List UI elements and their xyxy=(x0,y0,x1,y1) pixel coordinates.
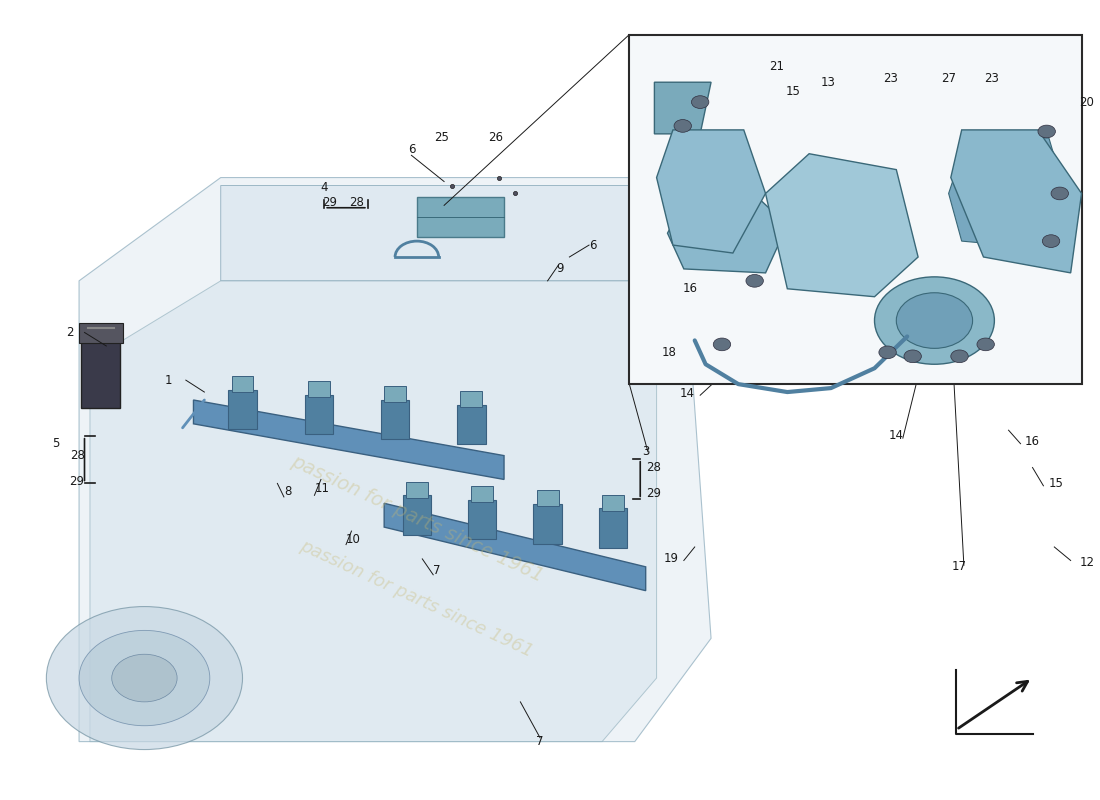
Circle shape xyxy=(79,630,210,726)
Text: 14: 14 xyxy=(889,430,904,442)
Circle shape xyxy=(713,338,730,350)
Bar xyxy=(471,486,493,502)
Text: 29: 29 xyxy=(69,474,85,487)
Text: 24: 24 xyxy=(660,107,675,121)
Text: passion for parts since 1961: passion for parts since 1961 xyxy=(288,452,546,586)
Text: 19: 19 xyxy=(663,552,679,566)
Text: 24: 24 xyxy=(1057,226,1072,240)
Circle shape xyxy=(879,346,896,358)
Circle shape xyxy=(1050,187,1068,200)
Text: 7: 7 xyxy=(433,564,441,578)
Text: 11: 11 xyxy=(315,482,329,495)
Text: 26: 26 xyxy=(487,131,503,144)
Circle shape xyxy=(977,338,994,350)
Text: 28: 28 xyxy=(69,449,85,462)
Circle shape xyxy=(746,274,763,287)
Text: 8: 8 xyxy=(284,485,292,498)
Text: 14: 14 xyxy=(680,387,695,400)
Polygon shape xyxy=(79,178,711,742)
Circle shape xyxy=(904,350,922,362)
Polygon shape xyxy=(381,400,409,439)
Text: 29: 29 xyxy=(646,487,661,500)
Circle shape xyxy=(674,119,692,132)
Text: 3: 3 xyxy=(642,445,650,458)
Circle shape xyxy=(950,350,968,362)
Text: 1: 1 xyxy=(164,374,172,386)
Text: 15: 15 xyxy=(1049,477,1064,490)
Bar xyxy=(406,482,428,498)
Text: 18: 18 xyxy=(661,346,676,359)
Text: 4: 4 xyxy=(320,181,328,194)
Circle shape xyxy=(46,606,242,750)
Text: 27: 27 xyxy=(942,72,956,85)
Circle shape xyxy=(1038,125,1055,138)
Bar xyxy=(537,490,559,506)
Text: 22: 22 xyxy=(694,207,708,220)
Circle shape xyxy=(692,96,708,109)
Text: 17: 17 xyxy=(952,560,967,574)
Polygon shape xyxy=(598,508,627,548)
Text: 29: 29 xyxy=(322,197,338,210)
Text: 28: 28 xyxy=(350,197,364,210)
Text: 21: 21 xyxy=(769,60,784,73)
Bar xyxy=(602,494,624,510)
Polygon shape xyxy=(766,154,918,297)
Text: passion for parts since 1961: passion for parts since 1961 xyxy=(297,537,537,661)
Polygon shape xyxy=(948,138,1065,249)
Bar xyxy=(232,376,253,392)
Polygon shape xyxy=(229,390,256,430)
Text: 7: 7 xyxy=(536,735,543,748)
Text: 5: 5 xyxy=(52,437,59,450)
Text: 16: 16 xyxy=(1025,435,1040,448)
Polygon shape xyxy=(305,394,333,434)
Text: 13: 13 xyxy=(821,76,835,89)
Circle shape xyxy=(1043,234,1059,247)
Polygon shape xyxy=(458,405,485,445)
Polygon shape xyxy=(668,190,788,273)
Text: 10: 10 xyxy=(346,533,361,546)
Text: 28: 28 xyxy=(646,461,661,474)
Circle shape xyxy=(896,293,972,348)
Polygon shape xyxy=(469,500,496,539)
Text: 23: 23 xyxy=(883,72,899,85)
Text: 22: 22 xyxy=(1047,195,1062,208)
Text: 16: 16 xyxy=(683,282,698,295)
Bar xyxy=(81,341,121,408)
Text: 6: 6 xyxy=(408,143,415,156)
Polygon shape xyxy=(194,400,504,479)
Text: 15: 15 xyxy=(785,86,800,98)
Text: 2: 2 xyxy=(66,326,74,339)
Text: 23: 23 xyxy=(983,72,999,85)
Text: 12: 12 xyxy=(1079,556,1094,570)
Polygon shape xyxy=(403,495,431,535)
Bar xyxy=(79,323,122,342)
FancyBboxPatch shape xyxy=(629,34,1081,384)
Text: 20: 20 xyxy=(1079,95,1094,109)
Circle shape xyxy=(112,654,177,702)
Circle shape xyxy=(874,277,994,364)
Bar xyxy=(461,391,482,407)
Polygon shape xyxy=(950,130,1081,273)
Polygon shape xyxy=(221,186,679,281)
Bar xyxy=(417,198,504,237)
Text: 25: 25 xyxy=(434,131,450,144)
Bar xyxy=(384,386,406,402)
Polygon shape xyxy=(654,82,711,134)
Polygon shape xyxy=(90,281,657,742)
Polygon shape xyxy=(534,504,562,544)
Text: 22: 22 xyxy=(660,84,675,97)
Bar xyxy=(308,381,330,397)
Text: 6: 6 xyxy=(588,238,596,251)
Text: 9: 9 xyxy=(557,262,564,275)
Polygon shape xyxy=(384,503,646,590)
Polygon shape xyxy=(657,130,766,253)
